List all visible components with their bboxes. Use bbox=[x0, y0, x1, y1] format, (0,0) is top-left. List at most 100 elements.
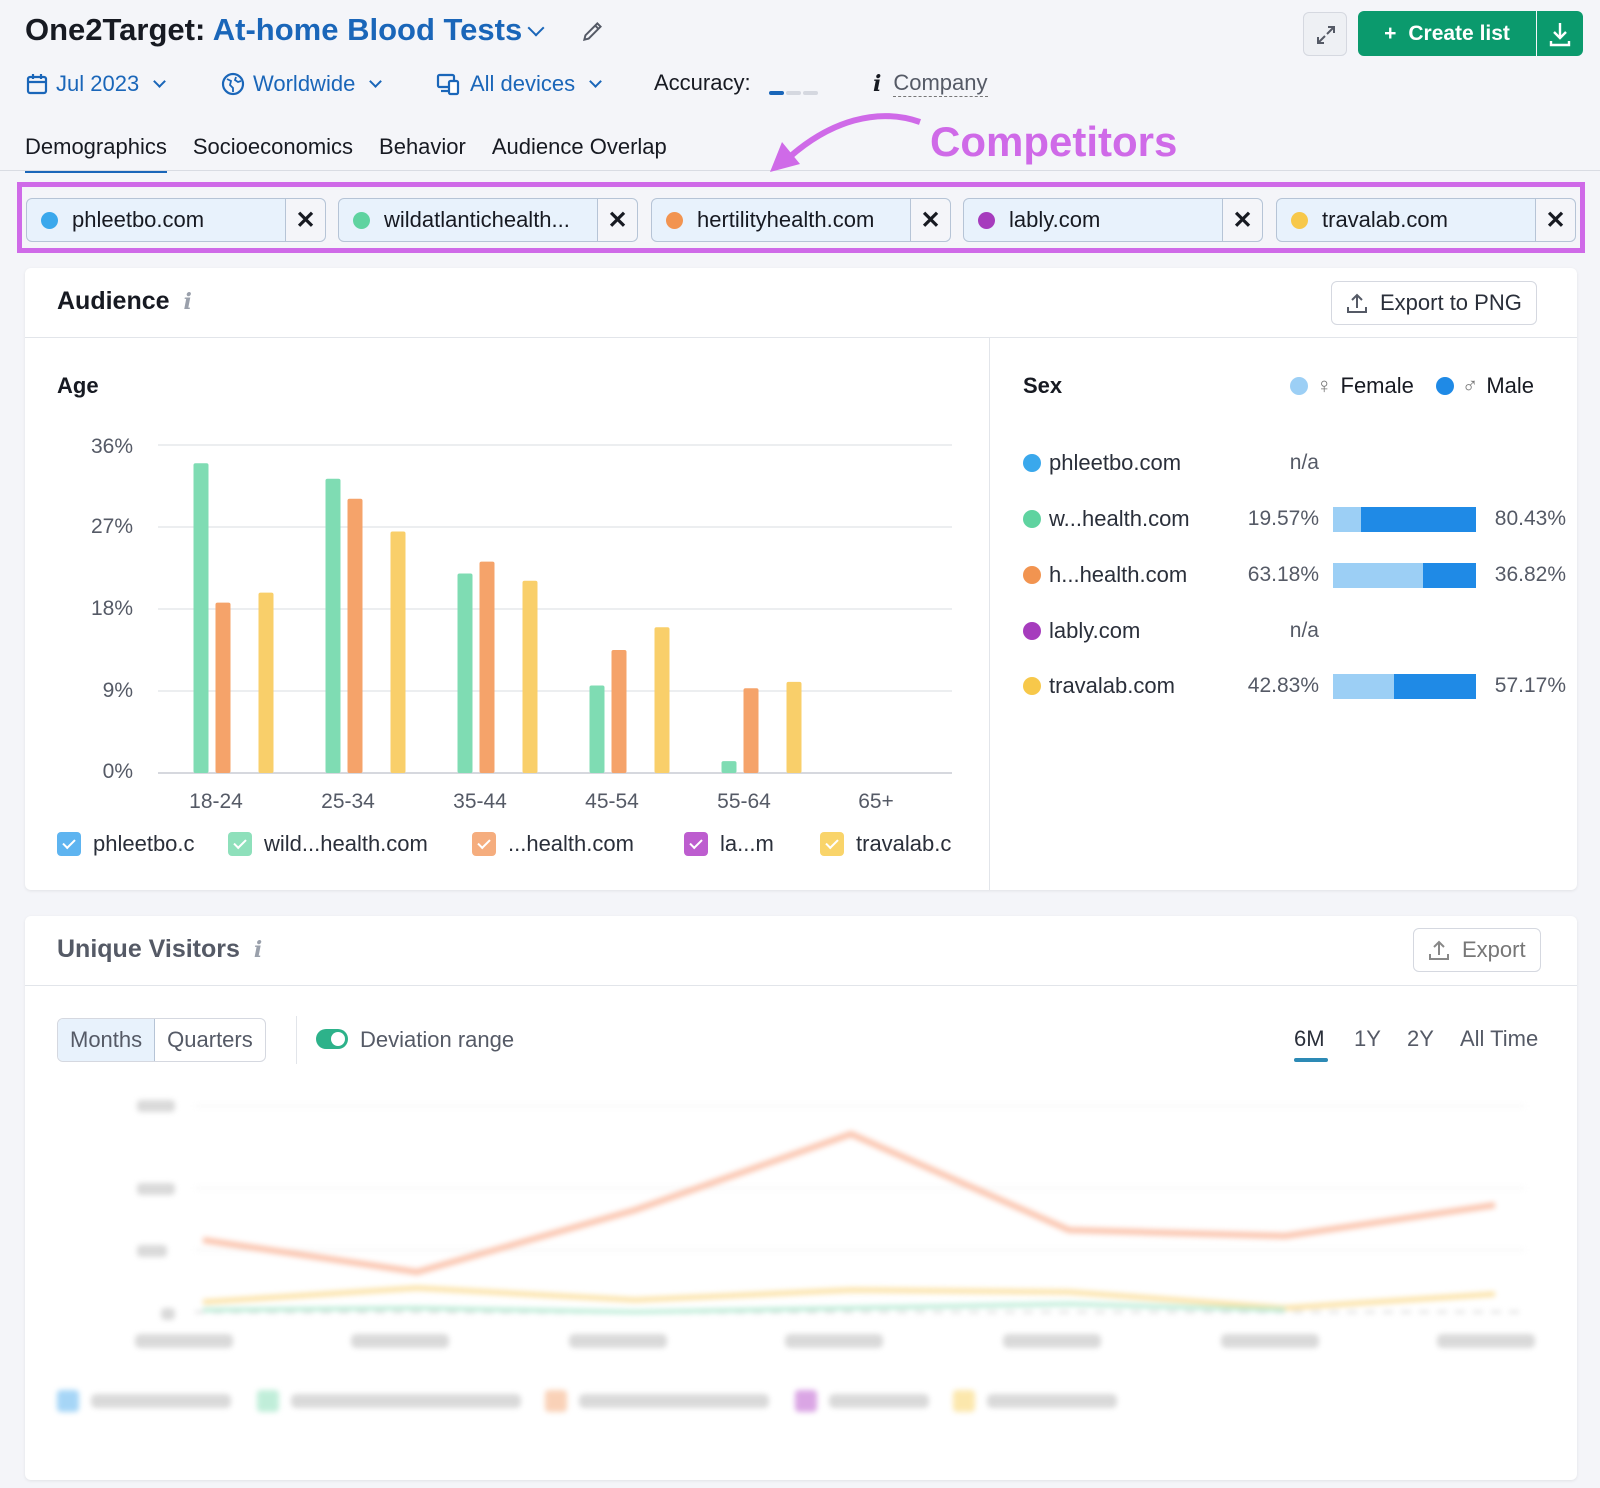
sex-row: w...health.com 19.57% 80.43% bbox=[1023, 504, 1566, 534]
expand-icon bbox=[1317, 26, 1335, 44]
blurred-y-axis bbox=[137, 1100, 175, 1320]
bar[interactable] bbox=[193, 463, 209, 773]
bar[interactable] bbox=[479, 561, 495, 773]
company-toggle[interactable]: i Company bbox=[873, 70, 988, 97]
female-label: Female bbox=[1340, 373, 1414, 398]
legend-item[interactable]: ...health.com bbox=[472, 831, 634, 857]
sex-row-name: w...health.com bbox=[1049, 506, 1190, 531]
tab-behavior[interactable]: Behavior bbox=[379, 134, 466, 159]
legend-item[interactable]: wild...health.com bbox=[228, 831, 428, 857]
range-2y[interactable]: 2Y bbox=[1407, 1026, 1434, 1051]
legend-label: phleetbo.c bbox=[93, 831, 195, 856]
female-share bbox=[1333, 506, 1361, 532]
bar[interactable] bbox=[786, 681, 802, 773]
info-icon[interactable]: i bbox=[183, 288, 192, 315]
bar[interactable] bbox=[457, 573, 473, 773]
bar[interactable] bbox=[258, 592, 274, 773]
deviation-toggle[interactable] bbox=[316, 1029, 348, 1049]
bar[interactable] bbox=[589, 685, 605, 773]
edit-icon[interactable] bbox=[580, 18, 606, 44]
bar[interactable] bbox=[215, 602, 231, 773]
export-button[interactable]: Export bbox=[1413, 928, 1541, 972]
close-icon[interactable]: ✕ bbox=[1535, 199, 1575, 241]
audience-card bbox=[25, 268, 1577, 890]
tabs-divider bbox=[0, 170, 1600, 171]
bar[interactable] bbox=[390, 531, 406, 773]
quarters-button[interactable]: Quarters bbox=[167, 1027, 253, 1052]
bar[interactable] bbox=[522, 580, 538, 773]
unique-visitors-card bbox=[25, 916, 1577, 1480]
x-tick: 18-24 bbox=[189, 790, 243, 813]
export-png-button[interactable]: Export to PNG bbox=[1331, 281, 1537, 325]
legend-item[interactable]: travalab.c bbox=[820, 831, 951, 857]
blurred-orange-series bbox=[202, 1130, 1496, 1276]
upload-icon bbox=[1347, 293, 1367, 313]
blurred-legend bbox=[57, 1390, 1117, 1412]
tab-audience-overlap[interactable]: Audience Overlap bbox=[491, 134, 667, 159]
range-all-time[interactable]: All Time bbox=[1460, 1026, 1539, 1051]
company-label: Company bbox=[893, 70, 988, 97]
competitors-annotation: Competitors bbox=[930, 118, 1178, 165]
bar[interactable] bbox=[743, 688, 759, 773]
competitor-chip[interactable]: lably.com ✕ bbox=[963, 198, 1263, 242]
competitor-chip[interactable]: phleetbo.com ✕ bbox=[26, 198, 326, 242]
close-icon[interactable]: ✕ bbox=[1222, 199, 1262, 241]
months-button[interactable]: Months bbox=[58, 1019, 156, 1061]
competitor-chip[interactable]: travalab.com ✕ bbox=[1276, 198, 1576, 242]
competitor-chip[interactable]: hertilityhealth.com ✕ bbox=[651, 198, 951, 242]
info-icon: i bbox=[873, 70, 882, 97]
tab-demographics[interactable]: Demographics bbox=[25, 134, 167, 173]
expand-button[interactable] bbox=[1303, 12, 1347, 56]
legend-label: travalab.c bbox=[856, 831, 952, 856]
close-icon[interactable]: ✕ bbox=[910, 199, 950, 241]
accuracy-meter bbox=[769, 82, 820, 100]
sex-row: lably.com n/a bbox=[1023, 616, 1319, 646]
competitor-name: hertilityhealth.com bbox=[697, 207, 875, 232]
competitor-color-dot bbox=[1291, 211, 1308, 229]
bar[interactable] bbox=[347, 498, 363, 773]
x-tick: 55-64 bbox=[717, 790, 771, 813]
range-1y[interactable]: 1Y bbox=[1354, 1026, 1381, 1051]
bar[interactable] bbox=[325, 478, 341, 773]
blurred-green-series bbox=[202, 1301, 1286, 1315]
app-title: One2Target: bbox=[25, 12, 206, 47]
create-list-label: Create list bbox=[1408, 21, 1510, 45]
competitor-color-dot bbox=[353, 211, 370, 229]
bar[interactable] bbox=[721, 761, 737, 773]
close-icon[interactable]: ✕ bbox=[597, 199, 637, 241]
female-dot bbox=[1290, 377, 1308, 395]
x-tick: 45-54 bbox=[585, 790, 639, 813]
devices-filter[interactable]: All devices bbox=[436, 68, 603, 100]
checkbox-icon bbox=[820, 832, 844, 856]
competitor-color-dot bbox=[666, 211, 683, 229]
legend-item[interactable]: la...m bbox=[684, 831, 774, 857]
date-filter[interactable]: Jul 2023 bbox=[26, 68, 167, 100]
sex-row-name: lably.com bbox=[1049, 618, 1141, 643]
info-icon[interactable]: i bbox=[253, 936, 263, 963]
male-icon: ♂ bbox=[1461, 373, 1479, 398]
legend-item[interactable]: phleetbo.c bbox=[57, 831, 195, 857]
competitor-color-dot bbox=[978, 211, 995, 229]
close-icon[interactable]: ✕ bbox=[285, 199, 325, 241]
section-tabs: Demographics Socioeconomics Behavior Aud… bbox=[25, 134, 667, 173]
tab-socioeconomics[interactable]: Socioeconomics bbox=[192, 134, 354, 159]
download-button[interactable] bbox=[1537, 11, 1583, 56]
create-list-button[interactable]: + Create list bbox=[1358, 11, 1536, 56]
upload-icon bbox=[1429, 940, 1449, 960]
bar[interactable] bbox=[654, 627, 670, 773]
y-tick: 27% bbox=[90, 515, 133, 538]
unique-visitors-title: Unique Visitors i bbox=[57, 935, 262, 964]
legend-label: ...health.com bbox=[508, 831, 634, 856]
competitor-color-dot bbox=[1023, 622, 1041, 640]
competitor-chip[interactable]: wildatlantichealth... ✕ bbox=[338, 198, 638, 242]
range-6m[interactable]: 6M bbox=[1294, 1026, 1325, 1051]
bar[interactable] bbox=[611, 650, 627, 773]
female-percent: n/a bbox=[1289, 619, 1319, 642]
competitor-name: lably.com bbox=[1009, 207, 1101, 232]
sex-row-name: h...health.com bbox=[1049, 562, 1188, 587]
accuracy-label: Accuracy: bbox=[654, 70, 751, 95]
checkbox-icon bbox=[57, 832, 81, 856]
region-filter[interactable]: Worldwide bbox=[221, 68, 383, 100]
project-selector[interactable]: At-home Blood Tests bbox=[212, 12, 523, 47]
y-tick: 0% bbox=[102, 760, 133, 783]
